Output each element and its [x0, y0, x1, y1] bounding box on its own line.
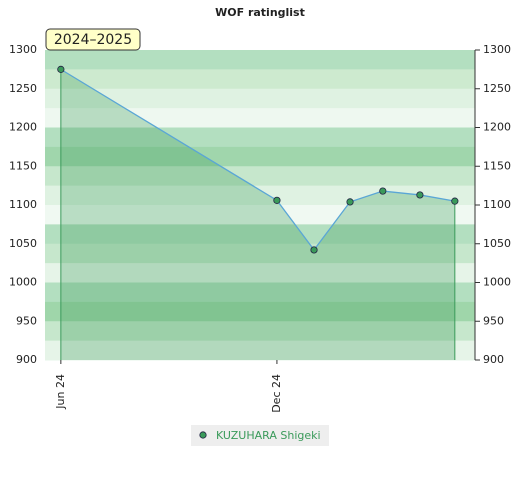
band: [45, 108, 475, 128]
band: [45, 166, 475, 187]
y-tick-label: 1050: [9, 237, 37, 250]
y-tick-label: 1250: [9, 82, 37, 95]
y-tick-label: 1300: [9, 43, 37, 56]
band: [45, 50, 475, 70]
y2-tick-label: 900: [483, 353, 504, 366]
point: [416, 191, 424, 199]
point: [346, 198, 354, 206]
band: [45, 321, 475, 342]
chart-title: WOF ratinglist: [215, 6, 305, 19]
legend-marker: [199, 431, 207, 439]
y-tick-label: 1150: [9, 159, 37, 172]
point: [451, 197, 459, 205]
y2-tick-label: 1150: [483, 159, 511, 172]
x-tick-label: Jun 24: [54, 374, 67, 410]
x-tick-label: Dec 24: [270, 374, 283, 413]
y2-tick-label: 1050: [483, 237, 511, 250]
y-tick-label: 950: [16, 314, 37, 327]
band: [45, 224, 475, 245]
band: [45, 301, 475, 322]
y-tick-label: 1200: [9, 121, 37, 134]
y-tick-label: 1100: [9, 198, 37, 211]
y2-tick-label: 950: [483, 314, 504, 327]
y2-tick-label: 1000: [483, 276, 511, 289]
band: [45, 146, 475, 167]
y-tick-label: 1000: [9, 276, 37, 289]
band: [45, 127, 475, 148]
band: [45, 263, 475, 283]
plot-area: [45, 50, 475, 361]
point: [379, 187, 387, 195]
y2-tick-label: 1300: [483, 43, 511, 56]
band: [45, 243, 475, 264]
legend: [191, 425, 329, 446]
band: [45, 69, 475, 90]
y-tick-label: 900: [16, 353, 37, 366]
y2-tick-label: 1100: [483, 198, 511, 211]
band: [45, 205, 475, 225]
band: [45, 185, 475, 206]
area: [60, 69, 455, 360]
y2-tick-label: 1200: [483, 121, 511, 134]
band: [45, 282, 475, 303]
point: [310, 246, 318, 254]
legend-label: KUZUHARA Shigeki: [216, 429, 321, 442]
band: [45, 88, 475, 109]
band: [45, 340, 475, 361]
point: [273, 196, 281, 204]
y2-tick-label: 1250: [483, 82, 511, 95]
period-label: 2024–2025: [54, 32, 132, 48]
point: [57, 65, 65, 73]
period-box: [45, 28, 141, 51]
